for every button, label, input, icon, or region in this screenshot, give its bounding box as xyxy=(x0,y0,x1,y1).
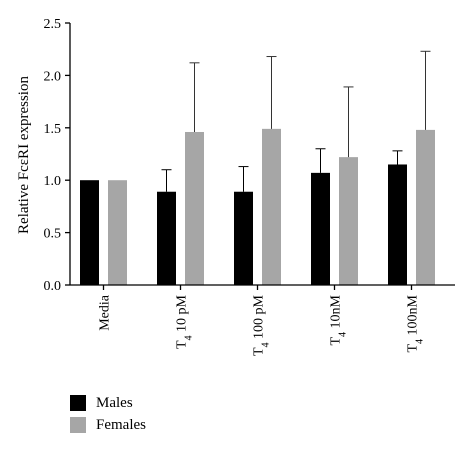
bar-females xyxy=(108,180,127,285)
y-axis: 0.0 0.5 1.0 1.5 2.0 2.5 xyxy=(44,17,71,294)
legend-item-females: Females xyxy=(70,415,146,435)
bar-females xyxy=(416,129,435,285)
x-tick-label: T4 100nM xyxy=(406,294,426,352)
bar-males xyxy=(388,164,407,285)
y-tick-label: 2.0 xyxy=(44,69,62,84)
bar-chart: 0.0 0.5 1.0 1.5 2.0 2.5 Media T4 10 pM T4 100 p… xyxy=(16,17,455,356)
x-tick-label: Media xyxy=(98,294,113,331)
x-tick-label: T4 10 pM xyxy=(175,294,195,349)
bar-females xyxy=(185,131,204,285)
error-bars xyxy=(161,50,431,192)
y-tick-label: 2.5 xyxy=(44,17,62,32)
y-axis-label: Relative FcεRI expression xyxy=(16,76,32,234)
legend-label-females: Females xyxy=(96,416,146,433)
x-tick-label: T4 10nM xyxy=(329,294,349,345)
legend-item-males: Males xyxy=(70,393,146,413)
y-tick-label: 1.5 xyxy=(44,122,62,137)
legend-swatch-males xyxy=(70,395,86,411)
legend-label-males: Males xyxy=(96,394,133,411)
bar-females xyxy=(339,157,358,285)
x-axis: Media T4 10 pM T4 100 pM T4 10nM T4 100nM xyxy=(70,284,455,356)
bar-males xyxy=(234,191,253,285)
y-tick-label: 0.5 xyxy=(44,227,62,242)
legend-swatch-females xyxy=(70,417,86,433)
bar-males xyxy=(157,191,176,285)
bars xyxy=(80,128,435,285)
y-tick-label: 0.0 xyxy=(44,279,62,294)
legend: Males Females xyxy=(70,393,146,437)
y-tick-label: 1.0 xyxy=(44,174,62,189)
x-tick-label: T4 100 pM xyxy=(252,294,272,356)
bar-females xyxy=(262,128,281,285)
bar-males xyxy=(311,172,330,285)
bar-males xyxy=(80,180,99,285)
